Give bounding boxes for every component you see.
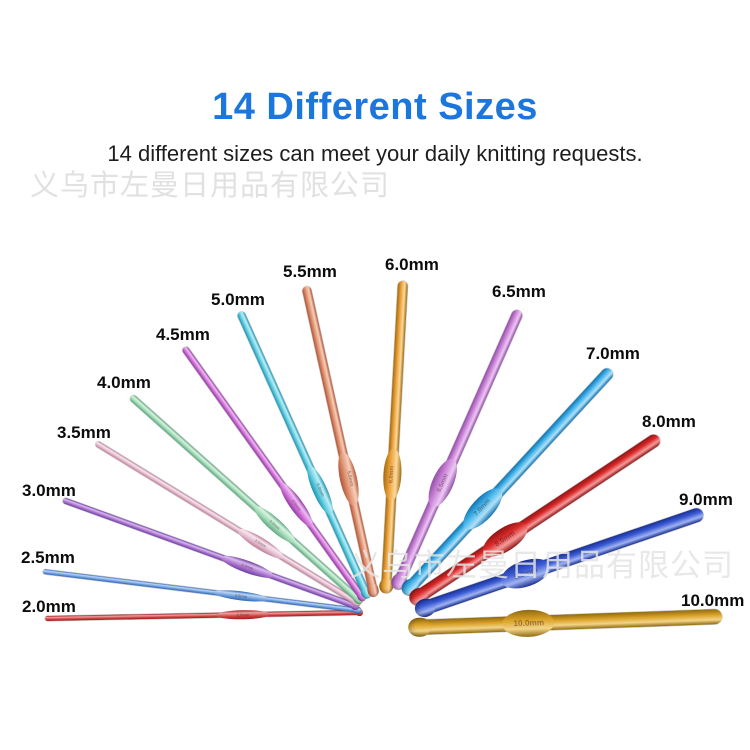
hook-10.0mm: 10.0mm: [407, 608, 723, 638]
size-label-3.0mm: 3.0mm: [22, 481, 76, 500]
size-label-7.0mm: 7.0mm: [586, 344, 640, 363]
hook-grip: 5.5mm: [334, 450, 363, 507]
hook-2.0mm: 2.0mm: [44, 608, 364, 621]
hook-grip: 3.0mm: [220, 552, 275, 582]
hook-engraving-text: 3.0mm: [240, 561, 255, 571]
size-label-4.5mm: 4.5mm: [156, 325, 210, 344]
hook-tip-head: [407, 616, 432, 638]
hook-engraving-text: 8.0mm: [493, 528, 517, 548]
page-subtitle: 14 different sizes can meet your daily k…: [107, 141, 643, 166]
hook-grip: 5.0mm: [302, 462, 338, 518]
size-label-9.0mm: 9.0mm: [679, 490, 733, 509]
size-label-3.5mm: 3.5mm: [57, 423, 111, 442]
size-label-2.5mm: 2.5mm: [21, 548, 75, 567]
size-label-5.5mm: 5.5mm: [283, 262, 337, 281]
hook-engraving-text: 9.0mm: [512, 565, 539, 582]
hook-engraving-text: 10.0mm: [512, 617, 544, 628]
hook-engraving-text: 5.5mm: [345, 470, 354, 487]
hook-grip: 8.0mm: [477, 515, 533, 563]
hook-grip: 2.0mm: [216, 609, 271, 620]
hook-engraving-text: 3.5mm: [253, 537, 268, 549]
hook-engraving-text: 2.0mm: [236, 611, 250, 617]
hook-grip: 9.0mm: [497, 553, 554, 595]
hook-engraving-text: 5.0mm: [315, 482, 326, 498]
size-label-6.0mm: 6.0mm: [385, 255, 439, 274]
hook-6.0mm: 6.0mm: [379, 280, 408, 594]
hook-engraving-text: 7.0mm: [472, 498, 492, 519]
hook-grip: 10.0mm: [501, 608, 556, 638]
hook-engraving-text: 2.5mm: [234, 591, 248, 599]
size-label-8.0mm: 8.0mm: [642, 412, 696, 431]
size-label-4.0mm: 4.0mm: [97, 373, 151, 392]
hook-grip: 2.5mm: [213, 587, 269, 604]
hook-engraving-text: 4.5mm: [291, 497, 303, 511]
hook-grip: 6.0mm: [381, 447, 403, 502]
size-label-2.0mm: 2.0mm: [22, 597, 76, 616]
hook-engraving-text: 6.5mm: [436, 472, 450, 493]
size-label-5.0mm: 5.0mm: [211, 290, 265, 309]
hook-engraving-text: 4.0mm: [268, 517, 282, 530]
size-label-10.0mm: 10.0mm: [681, 591, 745, 610]
hook-5.5mm: 5.5mm: [301, 285, 381, 598]
size-label-6.5mm: 6.5mm: [492, 282, 546, 301]
page-title: 14 Different Sizes: [212, 86, 538, 128]
hook-grip: 6.5mm: [423, 454, 463, 511]
hook-engraving-text: 6.0mm: [388, 465, 396, 484]
